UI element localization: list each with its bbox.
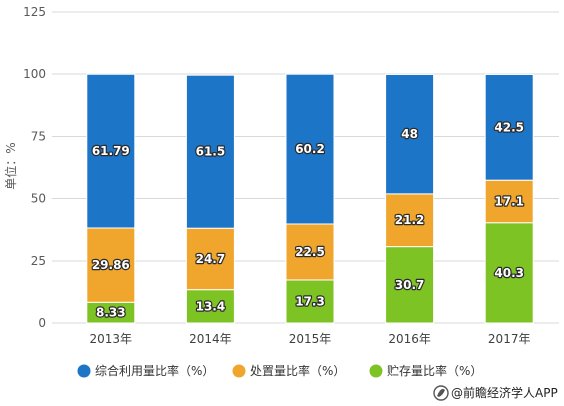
bar-segment bbox=[285, 73, 335, 225]
qianzhan-logo-icon bbox=[433, 385, 449, 401]
legend-item-disposal: 处置量比率（%） bbox=[232, 363, 345, 378]
x-tick-label: 2013年 bbox=[90, 332, 133, 346]
data-label: 61.5 bbox=[196, 145, 226, 159]
data-label: 42.5 bbox=[494, 120, 524, 134]
bar-segment bbox=[484, 222, 534, 324]
bar-segment bbox=[185, 227, 235, 291]
data-label: 22.5 bbox=[295, 245, 325, 259]
y-tick-label: 25 bbox=[31, 254, 46, 268]
data-label: 48 bbox=[401, 127, 418, 141]
data-label: 30.7 bbox=[395, 278, 425, 292]
bar-segment bbox=[385, 73, 435, 195]
bar-segment bbox=[385, 193, 435, 248]
x-tick-label: 2017年 bbox=[488, 332, 531, 346]
data-label: 13.4 bbox=[196, 299, 226, 313]
y-tick-label: 125 bbox=[23, 5, 46, 19]
data-label: 17.3 bbox=[295, 294, 325, 308]
legend-label: 处置量比率（%） bbox=[250, 363, 345, 378]
bar-segment bbox=[185, 74, 235, 229]
credit-text: @前瞻经济学人APP bbox=[451, 385, 558, 400]
legend-swatch bbox=[232, 364, 246, 378]
data-label: 17.1 bbox=[494, 194, 524, 208]
legend-swatch bbox=[77, 364, 91, 378]
x-tick-label: 2015年 bbox=[289, 332, 332, 346]
y-tick-label: 75 bbox=[31, 129, 46, 143]
legend-label: 综合利用量比率（%） bbox=[95, 363, 214, 378]
x-tick-label: 2014年 bbox=[189, 332, 232, 346]
data-label: 60.2 bbox=[295, 142, 325, 156]
legend-swatch bbox=[369, 364, 383, 378]
y-axis-label: 单位：% bbox=[3, 142, 18, 189]
x-axis-ticks: 2013年 2014年 2015年 2016年 2017年 bbox=[90, 332, 531, 346]
data-labels: 8.33 29.86 61.79 13.4 24.7 61.5 17.3 22.5 60.2 30… bbox=[91, 119, 526, 321]
data-label: 29.86 bbox=[92, 258, 130, 272]
data-label: 8.33 bbox=[96, 306, 126, 320]
legend-item-utilization: 综合利用量比率（%） bbox=[77, 363, 214, 378]
legend: 综合利用量比率（%） 处置量比率（%） 贮存量比率（%） bbox=[77, 363, 482, 378]
footer-credit: @前瞻经济学人APP bbox=[433, 385, 558, 401]
y-tick-label: 100 bbox=[23, 67, 46, 81]
bar-segment bbox=[86, 73, 136, 229]
legend-item-storage: 贮存量比率（%） bbox=[369, 363, 482, 378]
bar-segment bbox=[385, 246, 435, 324]
data-label: 40.3 bbox=[494, 266, 524, 280]
data-label: 21.2 bbox=[395, 213, 425, 227]
data-label: 24.7 bbox=[196, 252, 226, 266]
bar-segment bbox=[484, 73, 534, 181]
data-label: 61.79 bbox=[92, 144, 130, 158]
y-tick-label: 0 bbox=[38, 316, 46, 330]
bars bbox=[86, 73, 534, 324]
legend-label: 贮存量比率（%） bbox=[387, 363, 482, 378]
x-tick-label: 2016年 bbox=[388, 332, 431, 346]
y-axis-ticks: 0 25 50 75 100 125 bbox=[23, 5, 46, 330]
bar-segment bbox=[86, 227, 136, 303]
y-tick-label: 50 bbox=[31, 192, 46, 206]
bar-segment bbox=[285, 279, 335, 324]
